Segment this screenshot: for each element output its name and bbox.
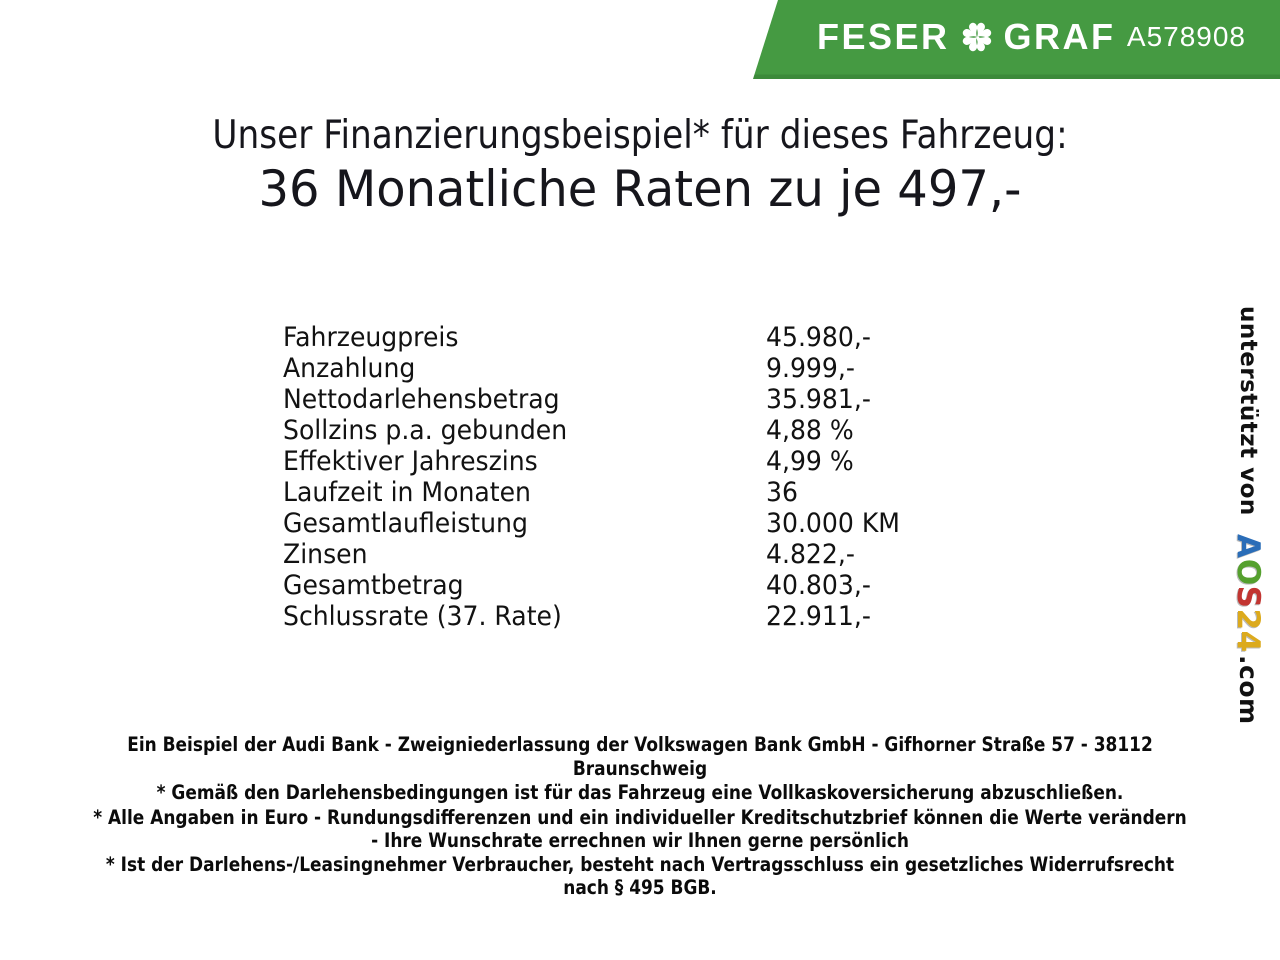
table-row: Fahrzeugpreis 45.980,- bbox=[283, 322, 910, 353]
watermark-vertical: unterstützt von AOS24.com bbox=[1230, 306, 1266, 724]
row-value: 4,88 % bbox=[766, 415, 854, 446]
footer-line: * Ist der Darlehens-/Leasingnehmer Verbr… bbox=[105, 852, 1175, 876]
table-row: Sollzins p.a. gebunden 4,88 % bbox=[283, 415, 910, 446]
financing-table: Fahrzeugpreis 45.980,- Anzahlung 9.999,-… bbox=[283, 322, 910, 632]
aos-logo-letter: S bbox=[1230, 585, 1266, 609]
table-row: Schlussrate (37. Rate) 22.911,- bbox=[283, 601, 910, 632]
table-row: Zinsen 4.822,- bbox=[283, 539, 910, 570]
aos-logo-letter: O bbox=[1230, 558, 1266, 586]
footer-line: nach § 495 BGB. bbox=[563, 876, 717, 899]
table-row: Gesamtlaufleistung 30.000 KM bbox=[283, 508, 910, 539]
footer-line: Braunschweig bbox=[572, 756, 708, 780]
row-value: 4.822,- bbox=[766, 539, 855, 570]
legal-footer: Ein Beispiel der Audi Bank - Zweignieder… bbox=[0, 733, 1280, 900]
table-row: Anzahlung 9.999,- bbox=[283, 353, 910, 384]
row-value: 40.803,- bbox=[766, 570, 871, 601]
vehicle-id: A578908 bbox=[1126, 20, 1246, 52]
aos-logo-letter: 4 bbox=[1230, 630, 1266, 653]
headline-rate: 36 Monatliche Raten zu je 497,- bbox=[258, 160, 1022, 218]
footer-line: - Ihre Wunschrate errechnen wir Ihnen ge… bbox=[371, 829, 909, 852]
row-label: Nettodarlehensbetrag bbox=[283, 384, 560, 415]
row-value: 45.980,- bbox=[766, 322, 871, 353]
dealer-logo: FESER GRAF bbox=[817, 16, 1116, 58]
dealer-banner: FESER GRAF A578908 bbox=[753, 0, 1280, 79]
row-value: 22.911,- bbox=[766, 601, 871, 632]
footer-line: * Gemäß den Darlehensbedingungen ist für… bbox=[156, 781, 1124, 804]
footer-line: * Alle Angaben in Euro - Rundungsdiffere… bbox=[93, 805, 1187, 829]
row-value: 35.981,- bbox=[766, 384, 871, 415]
row-value: 9.999,- bbox=[766, 353, 855, 384]
row-label: Fahrzeugpreis bbox=[283, 322, 459, 353]
footer-line: Ein Beispiel der Audi Bank - Zweignieder… bbox=[127, 733, 1153, 756]
row-value: 36 bbox=[766, 477, 798, 508]
row-label: Anzahlung bbox=[283, 353, 416, 384]
watermark-suffix: .com bbox=[1234, 654, 1263, 725]
row-value: 4,99 % bbox=[766, 446, 854, 477]
aos-logo-letter: 2 bbox=[1230, 608, 1266, 631]
watermark-prefix: unterstützt von bbox=[1235, 306, 1261, 516]
table-row: Laufzeit in Monaten 36 bbox=[283, 477, 910, 508]
headline: Unser Finanzierungsbeispiel* für dieses … bbox=[0, 112, 1280, 218]
row-label: Gesamtlaufleistung bbox=[283, 508, 528, 539]
clover-icon bbox=[962, 22, 991, 51]
row-label: Zinsen bbox=[283, 539, 368, 570]
row-label: Effektiver Jahreszins bbox=[283, 446, 538, 477]
dealer-logo-left: FESER bbox=[817, 15, 950, 57]
row-label: Sollzins p.a. gebunden bbox=[283, 415, 568, 446]
dealer-logo-right: GRAF bbox=[1003, 15, 1116, 57]
row-value: 30.000 KM bbox=[766, 508, 900, 539]
row-label: Gesamtbetrag bbox=[283, 570, 464, 601]
headline-subtitle: Unser Finanzierungsbeispiel* für dieses … bbox=[212, 113, 1068, 158]
table-row: Nettodarlehensbetrag 35.981,- bbox=[283, 384, 910, 415]
row-label: Schlussrate (37. Rate) bbox=[283, 601, 562, 632]
aos-logo-letter: A bbox=[1230, 534, 1266, 559]
table-row: Effektiver Jahreszins 4,99 % bbox=[283, 446, 910, 477]
table-row: Gesamtbetrag 40.803,- bbox=[283, 570, 910, 601]
row-label: Laufzeit in Monaten bbox=[283, 477, 531, 508]
